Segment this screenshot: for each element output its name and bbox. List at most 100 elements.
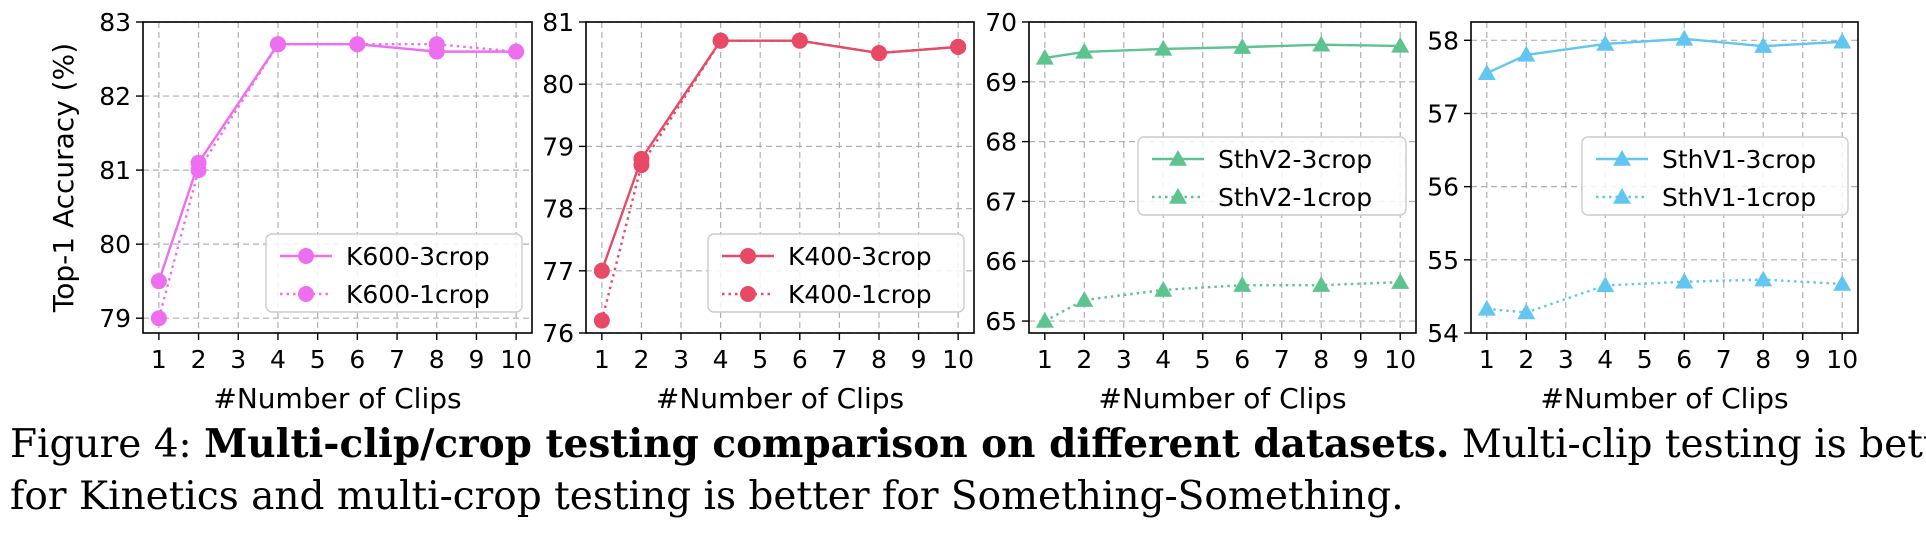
x-axis-label: #Number of Clips	[1540, 382, 1788, 415]
figure-caption: Figure 4: Multi-clip/crop testing compar…	[10, 418, 1926, 523]
legend-box	[707, 233, 965, 313]
caption-line1-rest: Multi-clip testing is better	[1461, 422, 1926, 467]
series-line-1	[1486, 37, 1843, 75]
y-tick-label: 69	[985, 68, 1017, 97]
data-point	[1233, 276, 1252, 292]
x-tick-label: 1	[1037, 345, 1053, 374]
data-point	[1675, 29, 1694, 46]
y-tick-label: 70	[985, 8, 1017, 37]
caption-label: Figure 4:	[10, 422, 192, 467]
data-point	[1035, 48, 1054, 65]
x-tick-label: 6	[792, 345, 808, 374]
x-tick-label: 7	[1716, 345, 1732, 374]
x-tick-label: 5	[310, 345, 326, 374]
legend-label: SthV2-1crop	[1218, 183, 1372, 212]
data-point	[791, 32, 808, 49]
chart-panel-1: 1 2 3 4 5 6 7 8 9 10 79 80 81 82 83 #Number of Clips Top…	[47, 8, 533, 415]
legend-label: K400-1crop	[788, 280, 932, 309]
x-tick-label: 2	[1076, 345, 1092, 374]
y-tick-label: 77	[542, 257, 574, 286]
y-tick-label: 68	[985, 128, 1017, 157]
data-point	[1596, 34, 1615, 51]
data-point	[1833, 274, 1852, 291]
y-tick-label: 82	[99, 82, 131, 111]
data-point	[349, 36, 366, 53]
x-tick-label: 7	[1274, 345, 1290, 374]
x-tick-label: 8	[429, 345, 445, 374]
y-tick-label: 78	[542, 195, 574, 224]
legend: K600-3crop K600-1crop	[265, 233, 523, 313]
series-line-2	[1486, 278, 1843, 314]
data-point	[1233, 38, 1252, 54]
y-tick-label: 83	[99, 8, 131, 37]
data-point	[508, 43, 525, 60]
x-tick-label: 6	[1234, 345, 1250, 374]
x-tick-label: 1	[1479, 345, 1495, 374]
x-axis-label: #Number of Clips	[1098, 382, 1346, 415]
data-point	[1754, 37, 1773, 53]
data-point	[190, 162, 207, 179]
series-line-2	[1044, 280, 1401, 323]
legend-box	[1137, 136, 1407, 216]
x-tick-label: 4	[1597, 345, 1613, 374]
legend-label: K600-1crop	[346, 280, 490, 309]
y-axis-label: Top-1 Accuracy (%)	[47, 43, 80, 313]
data-point	[1517, 303, 1536, 320]
data-point	[1391, 36, 1410, 53]
y-tick-label: 56	[1427, 173, 1459, 202]
legend-marker	[1613, 188, 1631, 204]
data-point	[633, 157, 650, 174]
y-tick-label: 80	[542, 70, 574, 99]
x-tick-label: 9	[468, 345, 484, 374]
x-tick-label: 5	[752, 345, 768, 374]
data-point	[269, 36, 286, 53]
y-tick-label: 76	[542, 319, 574, 348]
x-tick-label: 3	[1116, 345, 1132, 374]
y-tick-label: 79	[542, 132, 574, 161]
x-tick-label: 4	[1155, 345, 1171, 374]
plot-frame	[1470, 21, 1859, 334]
x-tick-label: 5	[1195, 345, 1211, 374]
x-tick-label: 2	[633, 345, 649, 374]
x-tick-label: 2	[191, 345, 207, 374]
x-tick-label: 7	[831, 345, 847, 374]
plot-frame	[585, 21, 975, 334]
x-tick-label: 10	[1384, 345, 1416, 374]
x-tick-label: 3	[673, 345, 689, 374]
y-tick-label: 55	[1427, 246, 1459, 275]
series-line-1	[1044, 43, 1401, 60]
y-tick-label: 58	[1427, 26, 1459, 55]
series-line-1	[600, 39, 959, 272]
legend-box	[1581, 136, 1849, 216]
data-point	[593, 312, 610, 329]
data-point	[1477, 64, 1496, 80]
x-tick-label: 1	[151, 345, 167, 374]
data-point	[1833, 32, 1852, 49]
data-point	[150, 310, 167, 327]
data-point	[428, 36, 445, 53]
x-axis-label: #Number of Clips	[656, 382, 904, 415]
x-tick-label: 8	[1755, 345, 1771, 374]
legend-marker	[1169, 188, 1187, 204]
data-point	[1596, 276, 1615, 293]
y-tick-label: 66	[985, 247, 1017, 276]
data-point	[870, 45, 887, 62]
caption-bold-title: Multi-clip/crop testing comparison on di…	[204, 421, 1450, 467]
y-tick-label: 65	[985, 307, 1017, 336]
x-tick-label: 8	[871, 345, 887, 374]
y-tick-label: 54	[1427, 319, 1459, 348]
legend-marker	[298, 286, 314, 302]
data-point	[1675, 272, 1694, 289]
x-tick-label: 10	[500, 345, 532, 374]
data-point	[1754, 270, 1773, 287]
data-point	[1154, 39, 1173, 56]
x-tick-label: 5	[1637, 345, 1653, 374]
x-tick-label: 4	[713, 345, 729, 374]
x-tick-label: 10	[1826, 345, 1858, 374]
caption-line-1: Figure 4: Multi-clip/crop testing compar…	[10, 418, 1926, 471]
x-axis-label: #Number of Clips	[213, 382, 461, 415]
y-tick-label: 67	[985, 187, 1017, 216]
